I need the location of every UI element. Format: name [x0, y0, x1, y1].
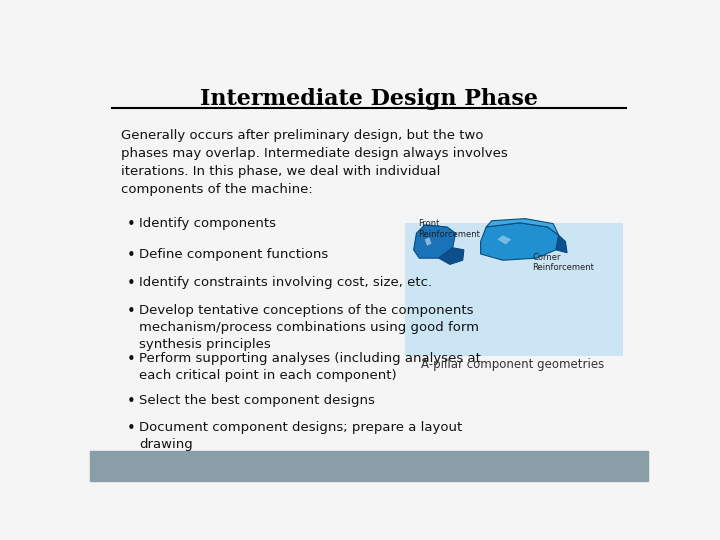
Text: Perform supporting analyses (including analyses at
each critical point in each c: Perform supporting analyses (including a… — [139, 352, 481, 382]
Text: Define component functions: Define component functions — [139, 248, 328, 261]
Text: •: • — [126, 248, 135, 263]
Text: •: • — [126, 217, 135, 232]
Text: Generally occurs after preliminary design, but the two
phases may overlap. Inter: Generally occurs after preliminary desig… — [121, 129, 508, 196]
Text: Select the best component designs: Select the best component designs — [139, 394, 375, 407]
Text: A-pillar component geometries: A-pillar component geometries — [420, 358, 604, 371]
Text: •: • — [126, 394, 135, 409]
Polygon shape — [438, 248, 464, 265]
Polygon shape — [486, 219, 559, 235]
Text: Identify components: Identify components — [139, 217, 276, 230]
Text: Corner
Reinforcement: Corner Reinforcement — [533, 253, 595, 272]
Polygon shape — [498, 235, 511, 245]
Polygon shape — [413, 225, 456, 258]
Text: Identify constraints involving cost, size, etc.: Identify constraints involving cost, siz… — [139, 276, 432, 289]
Text: •: • — [126, 305, 135, 319]
Text: Intermediate Design Phase: Intermediate Design Phase — [200, 87, 538, 110]
Text: •: • — [126, 421, 135, 436]
Bar — [90, 451, 648, 481]
Text: Document component designs; prepare a layout
drawing: Document component designs; prepare a la… — [139, 421, 462, 451]
Text: Front
Reinforcement: Front Reinforcement — [418, 219, 480, 239]
Text: •: • — [126, 276, 135, 291]
Text: •: • — [126, 352, 135, 367]
Polygon shape — [425, 238, 431, 246]
Polygon shape — [556, 235, 567, 253]
Text: Develop tentative conceptions of the components
mechanism/process combinations u: Develop tentative conceptions of the com… — [139, 305, 479, 352]
Polygon shape — [481, 223, 559, 260]
FancyBboxPatch shape — [405, 223, 623, 356]
